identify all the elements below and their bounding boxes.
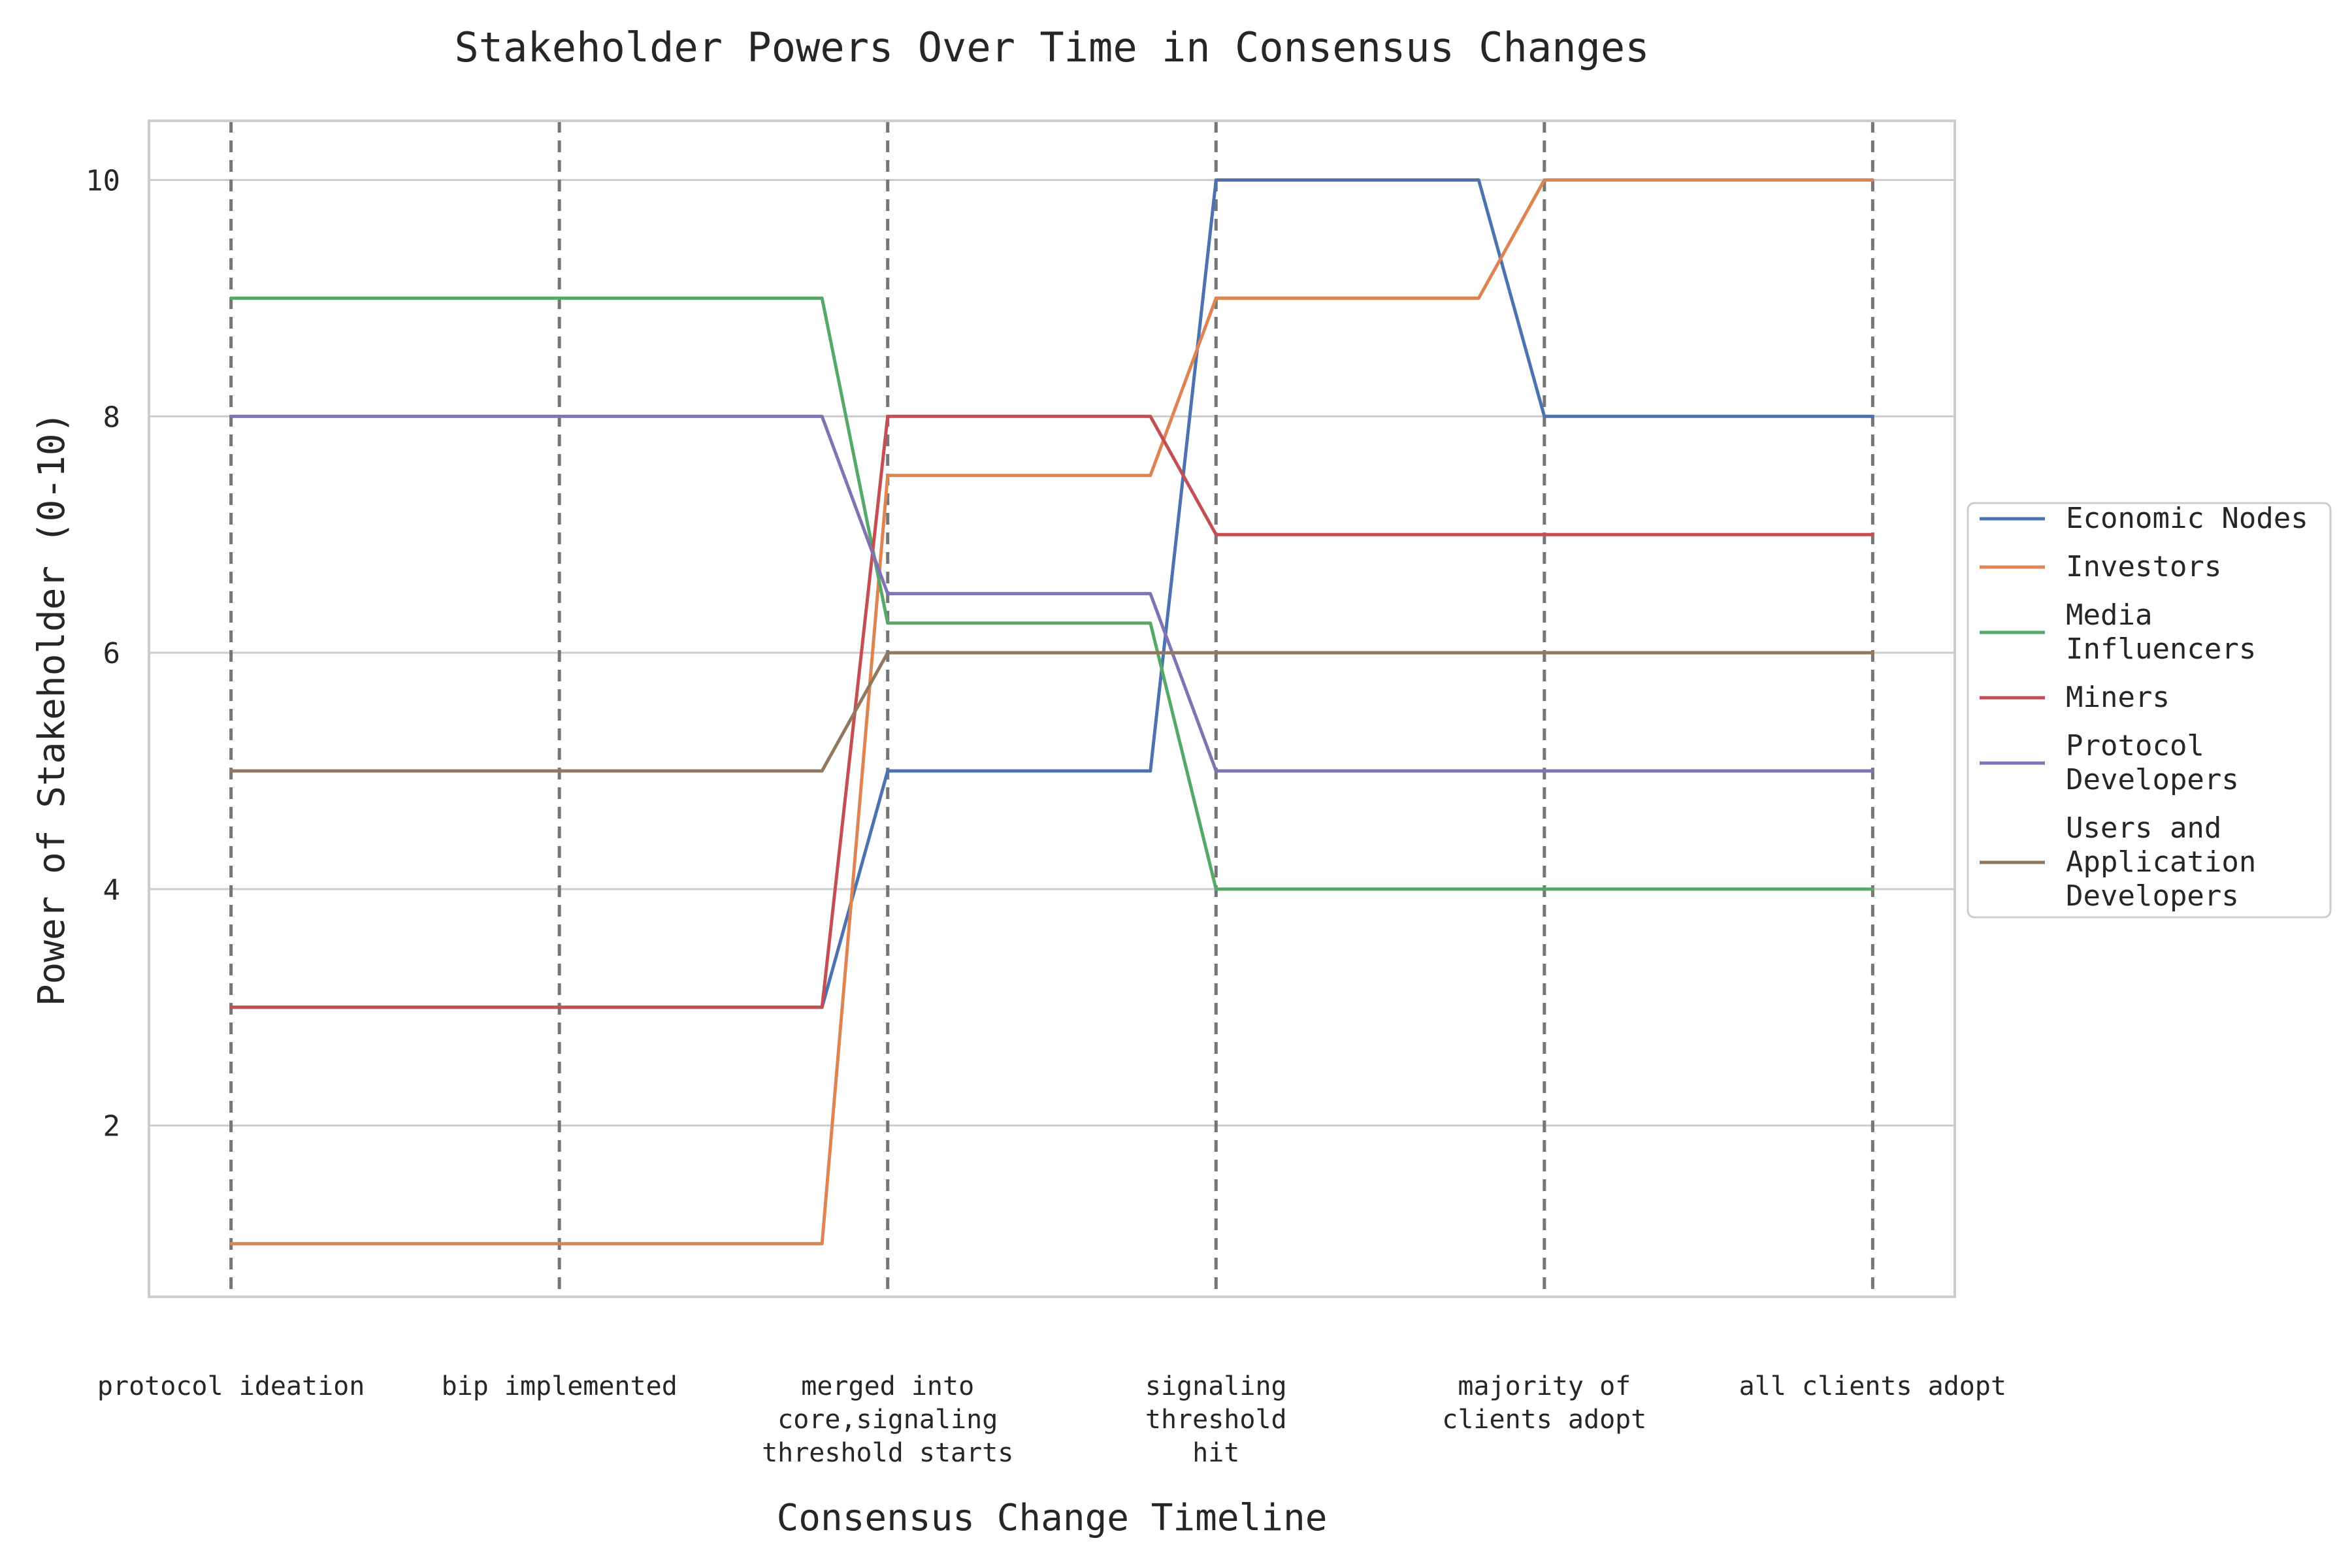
y-axis-ticks: 2 4 6 8 10	[86, 164, 120, 1143]
series-line-5	[229, 651, 1874, 773]
y-axis-label: Power of Stakeholder (0-10)	[31, 412, 73, 1006]
legend-label: Miners	[2066, 681, 2170, 714]
y-tick-label: 4	[103, 874, 121, 907]
legend-label: Users and Application Developers	[2066, 811, 2256, 913]
x-tick-label: protocol ideation	[97, 1371, 365, 1401]
legend-label: Media Influencers	[2066, 598, 2256, 666]
series-lines	[229, 178, 1874, 1246]
series-line-1	[229, 178, 1874, 1246]
y-tick-label: 6	[103, 637, 121, 670]
milestone-lines	[229, 121, 1874, 1297]
legend-label: Protocol Developers	[2066, 729, 2239, 796]
series-line-2	[229, 296, 1874, 891]
x-tick-label: majority of clients adopt	[1442, 1371, 1646, 1435]
legend-label: Economic Nodes	[2066, 502, 2308, 535]
plot-frame	[148, 120, 1956, 1298]
chart-title: Stakeholder Powers Over Time in Consensu…	[454, 24, 1649, 71]
legend-label: Investors	[2066, 550, 2221, 583]
x-axis-label: Consensus Change Timeline	[777, 1497, 1328, 1539]
x-tick-label: bip implemented	[442, 1371, 678, 1401]
legend-frame	[1967, 502, 2332, 919]
series-line-3	[229, 414, 1874, 1009]
x-tick-label: signaling threshold hit	[1145, 1371, 1287, 1468]
y-tick-label: 2	[103, 1110, 121, 1143]
y-tick-label: 10	[86, 164, 120, 197]
legend: Economic Nodes Investors Media Influencers M…	[1967, 502, 2332, 919]
x-axis-ticks: protocol ideation bip implemented merged i…	[97, 1371, 2006, 1468]
x-tick-label: all clients adopt	[1739, 1371, 2006, 1401]
series-line-4	[229, 414, 1874, 773]
x-tick-label: merged into core,signaling threshold start…	[762, 1371, 1013, 1468]
y-tick-label: 8	[103, 400, 121, 434]
